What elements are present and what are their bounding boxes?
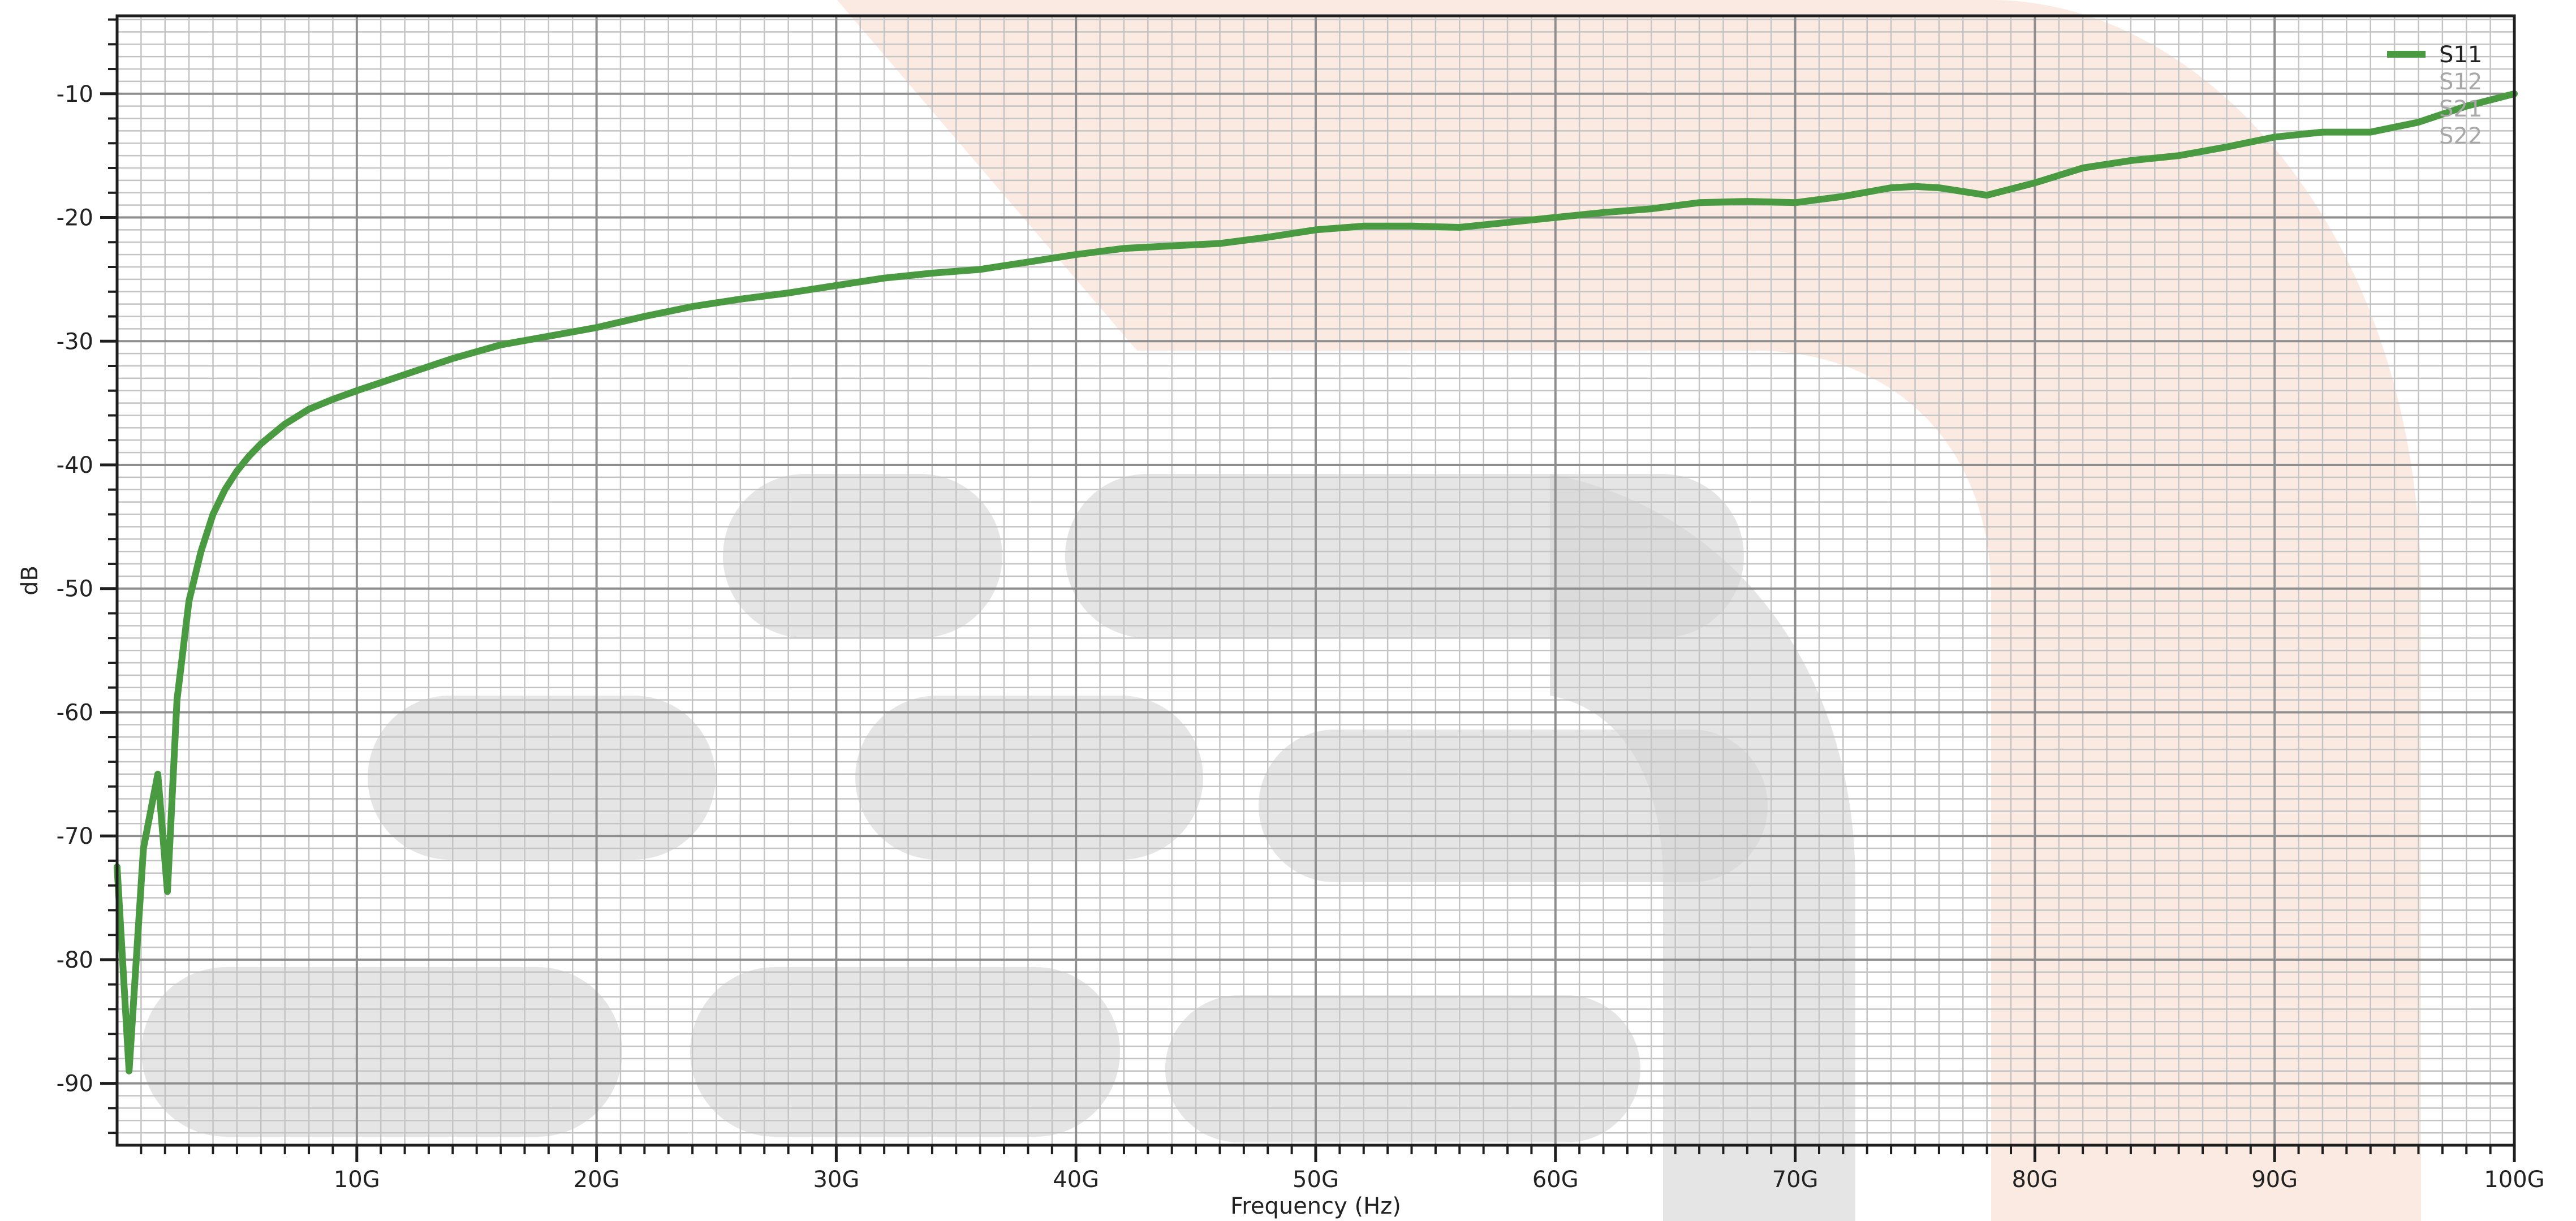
x-tick-label: 30G [813,1167,859,1193]
y-tick-label: -50 [57,576,93,602]
watermark-bar [1165,995,1640,1142]
grid [117,16,2515,1146]
watermark-arc [837,0,2421,1221]
series-line-s11 [114,90,2518,1075]
watermark-bar [1259,730,1768,882]
legend-label-s12[interactable]: S12 [2439,69,2482,95]
y-tick-label: -40 [57,452,93,478]
y-tick-label: -30 [57,329,93,355]
y-tick-label: -20 [57,205,93,231]
x-tick-label: 10G [334,1167,380,1193]
series-lines [114,90,2518,1075]
y-tick-label: -80 [57,947,93,973]
legend-label-s22[interactable]: S22 [2439,123,2482,149]
y-tick-label: -70 [57,823,93,849]
y-tick-label: -10 [57,81,93,107]
x-tick-label: 100G [2484,1167,2544,1193]
watermark-bar [690,967,1120,1137]
x-tick-label: 50G [1293,1167,1339,1193]
x-tick-label: 90G [2251,1167,2298,1193]
legend-label-s21[interactable]: S21 [2439,96,2482,122]
watermark-logo [141,0,2421,1221]
legend-label-s11[interactable]: S11 [2439,42,2482,68]
y-tick-label: -60 [57,700,93,726]
x-tick-label: 70G [1772,1167,1819,1193]
y-axis-title: dB [17,566,43,596]
x-tick-label: 60G [1532,1167,1579,1193]
y-tick-label: -90 [57,1071,93,1097]
axes: -10 -20 -30 -40 -50 -60 -70 -80 -90 10G 20G 30G 40G 5… [17,14,2545,1219]
x-tick-label: 20G [574,1167,620,1193]
x-axis-title: Frequency (Hz) [1230,1193,1401,1219]
x-tick-label: 40G [1053,1167,1099,1193]
x-tick-label: 80G [2011,1167,2058,1193]
